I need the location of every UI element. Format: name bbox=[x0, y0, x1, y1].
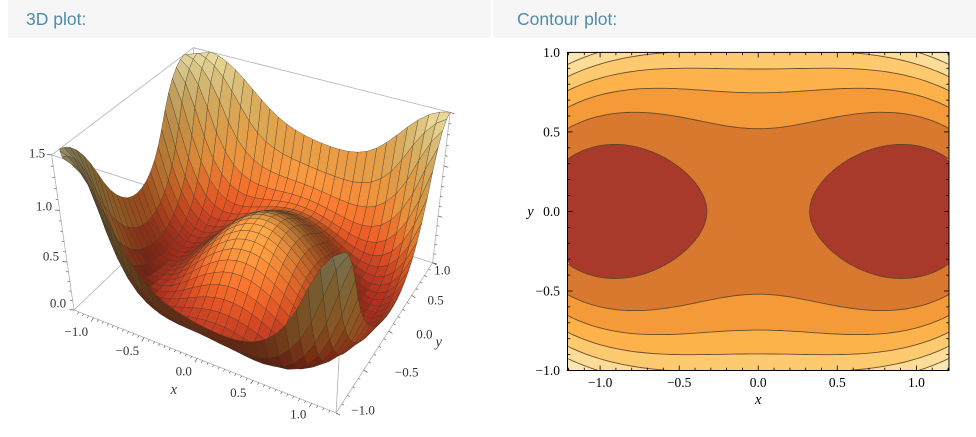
svg-text:0.0: 0.0 bbox=[750, 375, 767, 390]
svg-text:1.0: 1.0 bbox=[290, 407, 306, 422]
svg-text:1.0: 1.0 bbox=[434, 263, 450, 278]
svg-text:0.5: 0.5 bbox=[230, 385, 246, 400]
svg-text:1.0: 1.0 bbox=[36, 199, 52, 214]
svg-text:−0.5: −0.5 bbox=[395, 365, 419, 380]
svg-text:y: y bbox=[433, 335, 442, 351]
svg-text:x: x bbox=[170, 382, 178, 398]
svg-text:−0.5: −0.5 bbox=[667, 375, 692, 390]
svg-text:−1.0: −1.0 bbox=[536, 363, 561, 378]
svg-text:0.0: 0.0 bbox=[416, 327, 432, 342]
svg-text:0.5: 0.5 bbox=[43, 249, 59, 264]
svg-text:0.0: 0.0 bbox=[543, 204, 560, 219]
svg-text:x: x bbox=[754, 392, 762, 408]
svg-text:0.5: 0.5 bbox=[829, 375, 846, 390]
svg-text:1.0: 1.0 bbox=[908, 375, 925, 390]
svg-text:−1.0: −1.0 bbox=[65, 324, 89, 339]
svg-text:1.0: 1.0 bbox=[543, 45, 560, 60]
svg-text:0.0: 0.0 bbox=[50, 296, 66, 311]
svg-text:−0.5: −0.5 bbox=[536, 284, 561, 299]
svg-text:0.5: 0.5 bbox=[427, 293, 443, 308]
svg-text:0.5: 0.5 bbox=[543, 124, 560, 139]
svg-text:y: y bbox=[525, 204, 534, 220]
svg-text:1.5: 1.5 bbox=[29, 146, 45, 161]
svg-text:−1.0: −1.0 bbox=[351, 402, 375, 417]
svg-text:0.0: 0.0 bbox=[176, 364, 192, 379]
svg-text:−0.5: −0.5 bbox=[116, 343, 140, 358]
svg-text:−1.0: −1.0 bbox=[588, 375, 613, 390]
